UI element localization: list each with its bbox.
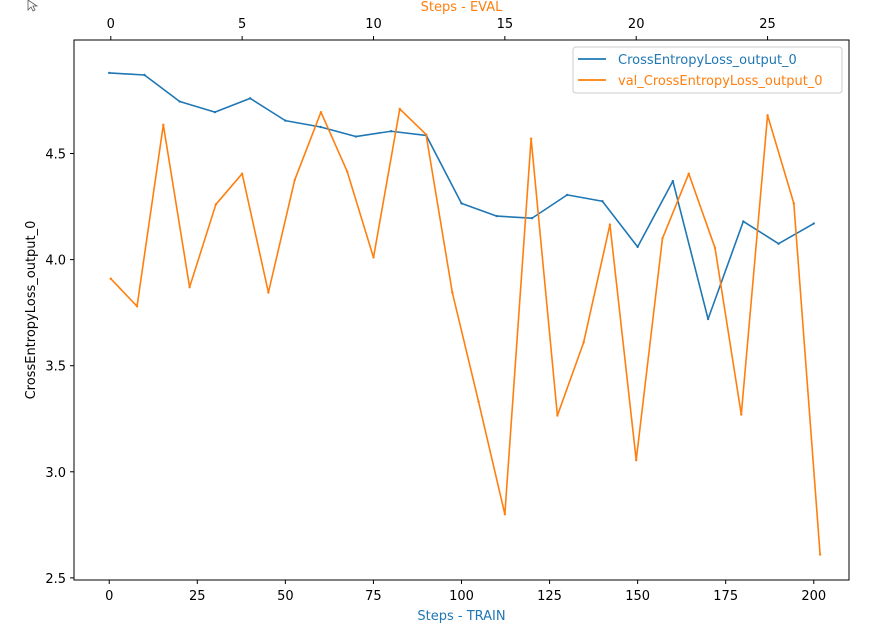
eval-loss-point — [582, 341, 585, 344]
legend-box — [572, 46, 843, 94]
eval-loss-point — [766, 114, 769, 117]
eval-loss-point — [293, 178, 296, 182]
legend-label-eval: val_CrossEntropyLoss_output_0 — [618, 74, 823, 89]
train-loss-point — [213, 110, 217, 114]
train-loss-point — [178, 100, 181, 103]
eval-loss-point — [319, 110, 323, 114]
eval-loss-point — [608, 223, 612, 226]
x-tick-label-bottom: 75 — [365, 589, 382, 604]
eval-loss-point — [661, 237, 664, 240]
eval-loss-point — [451, 291, 454, 294]
legend-label-train: CrossEntropyLoss_output_0 — [618, 53, 797, 68]
train-loss-point — [601, 200, 604, 203]
train-loss-point — [565, 193, 569, 197]
eval-loss-point — [713, 246, 717, 250]
eval-loss-point — [635, 458, 638, 462]
eval-loss-point — [529, 137, 533, 140]
x-tick-label-bottom: 125 — [537, 589, 562, 604]
train-loss-point — [706, 317, 710, 321]
y-tick-label: 4.0 — [45, 254, 66, 269]
eval-loss-point — [687, 172, 690, 175]
legend: CrossEntropyLoss_output_0 val_CrossEntro… — [572, 46, 843, 94]
train-loss-point — [812, 222, 815, 225]
train-loss-point — [354, 135, 358, 138]
x-tick-label-bottom: 200 — [801, 589, 826, 604]
x-tick-label-top: 20 — [628, 17, 645, 32]
x-tick-label-top: 5 — [238, 17, 246, 32]
train-loss-point — [636, 245, 639, 249]
eval-loss-point — [503, 513, 507, 516]
eval-loss-point — [477, 400, 480, 403]
x-tick-label-bottom: 25 — [189, 589, 206, 604]
x-tick-label-top: 0 — [107, 17, 115, 32]
x-tick-label-top: 25 — [759, 17, 776, 32]
train-loss-point — [742, 220, 745, 223]
y-tick-label: 2.5 — [45, 572, 66, 587]
x-axis-title-top: Steps - EVAL — [421, 0, 503, 15]
y-axis-title: CrossEntropyLoss_output_0 — [24, 221, 39, 400]
x-tick-label-bottom: 0 — [105, 589, 113, 604]
y-tick-label: 3.0 — [45, 466, 66, 481]
x-tick-label-top: 10 — [365, 17, 382, 32]
plot-area — [73, 39, 850, 581]
x-tick-label-bottom: 100 — [449, 589, 474, 604]
eval-loss-point — [214, 203, 218, 206]
x-tick-label-bottom: 175 — [713, 589, 738, 604]
eval-loss-point — [740, 413, 743, 416]
mouse-pointer-icon — [27, 0, 39, 12]
train-loss-point — [389, 130, 393, 133]
eval-loss-point — [135, 305, 139, 308]
train-loss-point — [530, 217, 534, 220]
eval-loss-point — [424, 133, 428, 136]
x-tick-label-top: 15 — [497, 17, 514, 32]
train-loss-point — [671, 179, 675, 183]
train-loss-point — [284, 119, 287, 122]
y-tick-label: 4.5 — [45, 148, 66, 163]
eval-loss-line — [110, 108, 821, 555]
x-tick-label-bottom: 150 — [625, 589, 650, 604]
eval-loss-point — [109, 277, 112, 280]
train-loss-point — [248, 97, 252, 100]
eval-loss-point — [818, 553, 822, 556]
train-loss-point — [143, 73, 146, 77]
train-loss-point — [319, 125, 322, 129]
y-tick-label: 3.5 — [45, 360, 66, 375]
train-loss-point — [460, 202, 463, 205]
train-loss-point — [495, 214, 498, 218]
eval-loss-point — [240, 172, 244, 175]
x-tick-label-bottom: 50 — [277, 589, 294, 604]
eval-loss-point — [372, 256, 375, 259]
train-loss-point — [108, 71, 111, 75]
eval-loss-point — [792, 202, 796, 205]
eval-loss-point — [267, 291, 270, 294]
eval-loss-point — [162, 123, 165, 127]
eval-loss-point — [398, 107, 401, 111]
eval-loss-point — [188, 285, 191, 289]
series-layer — [108, 71, 822, 556]
x-axis-title-bottom: Steps - TRAIN — [417, 609, 505, 624]
eval-loss-point — [556, 414, 559, 417]
eval-loss-point — [346, 170, 349, 173]
train-loss-point — [777, 242, 780, 245]
ticks-layer: 0 25 50 75 100 125 150 175 200 0 5 10 15 20 25 2.5 3.0 3.… — [45, 17, 826, 604]
